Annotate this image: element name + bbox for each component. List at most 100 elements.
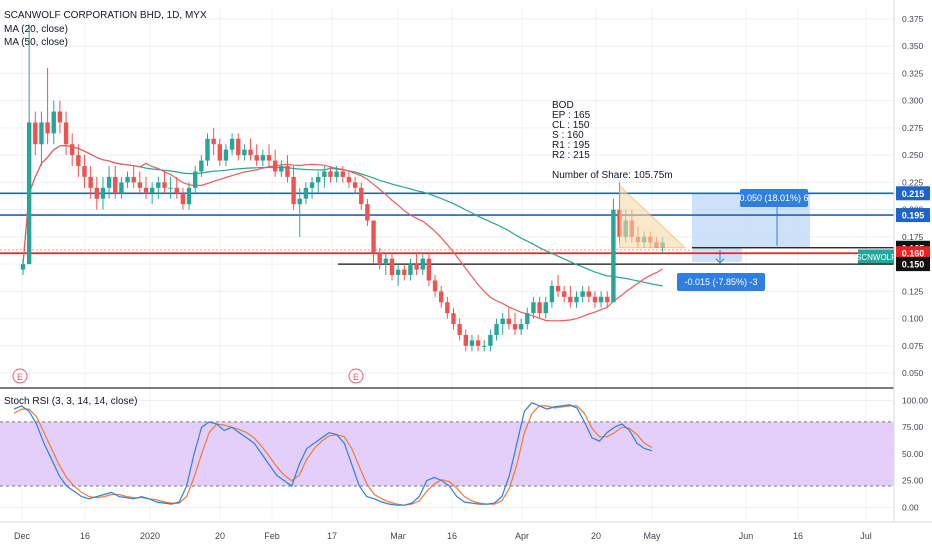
candle-body xyxy=(377,253,382,265)
candle-body xyxy=(100,187,106,199)
candle-body xyxy=(475,340,481,346)
short-position-label[interactable]: -0.015 (-7.85%) -3 xyxy=(677,273,765,291)
stoch-legend[interactable]: Stoch RSI (3, 3, 14, 14, close) xyxy=(4,396,137,407)
candle xyxy=(611,198,616,303)
candle-body xyxy=(420,258,425,270)
time-tick-label: 16 xyxy=(793,531,803,541)
earnings-marker[interactable]: E xyxy=(12,368,28,384)
price-tick-label: 0.275 xyxy=(902,123,924,133)
cutloss-price-tag-bg xyxy=(896,257,930,272)
time-tick-label: Jul xyxy=(860,531,872,541)
stoch-d-line xyxy=(13,405,653,506)
candle xyxy=(451,307,456,330)
candle xyxy=(162,171,167,194)
candle-body xyxy=(57,111,63,123)
candle xyxy=(334,166,339,183)
candle xyxy=(340,166,345,183)
candle-body xyxy=(463,334,468,346)
candle xyxy=(106,166,112,199)
short-target-zone[interactable] xyxy=(692,247,742,262)
candle-body xyxy=(451,313,456,325)
candle xyxy=(82,155,87,188)
candle-body xyxy=(543,302,548,314)
candle xyxy=(113,166,118,199)
candle-body xyxy=(586,291,591,297)
time-axis[interactable]: Dec 16 2020 20 Feb 17 Mar 16 Apr 20 May Jun 16 Jul xyxy=(14,531,872,541)
candle xyxy=(371,220,376,265)
candle xyxy=(254,144,259,167)
candle xyxy=(272,149,278,177)
candle xyxy=(131,166,136,188)
candle-body xyxy=(334,171,339,177)
time-tick-label: Feb xyxy=(264,531,280,541)
candle-body xyxy=(592,296,598,303)
candle-body xyxy=(383,258,389,265)
price-tick-label: 0.225 xyxy=(902,177,924,187)
candle xyxy=(395,264,401,286)
candle xyxy=(291,166,296,210)
candle-body xyxy=(562,291,567,297)
candle-body xyxy=(494,324,499,335)
candle xyxy=(156,176,161,199)
long-position-label[interactable]: 0.050 (18.01%) 6 xyxy=(739,189,809,207)
candle xyxy=(149,182,155,205)
candle-body xyxy=(143,187,149,194)
candle xyxy=(543,296,548,319)
stop-price-tag: 0.160 xyxy=(902,249,925,259)
candle xyxy=(475,334,481,352)
bod-line: R2 : 215 xyxy=(552,150,590,161)
candle xyxy=(174,176,179,199)
candle xyxy=(193,166,198,194)
candle xyxy=(549,280,555,308)
cutloss-price-tag: 0.150 xyxy=(902,260,925,270)
r1-price-tag-bg xyxy=(896,208,930,223)
candle xyxy=(39,111,44,167)
candle-body xyxy=(88,176,93,188)
candle xyxy=(432,275,438,297)
candle xyxy=(137,171,143,194)
candle-body xyxy=(33,122,38,145)
candle-body xyxy=(549,285,555,303)
candle-body xyxy=(211,138,216,145)
triangle-shape[interactable] xyxy=(619,184,687,249)
price-tick-label: 0.350 xyxy=(902,41,924,51)
long-position-text: 0.050 (18.01%) 6 xyxy=(739,193,808,203)
time-tick-label: Mar xyxy=(390,531,406,541)
candle xyxy=(586,285,591,303)
time-tick-label: May xyxy=(643,531,661,541)
candle xyxy=(100,176,106,210)
candle-body xyxy=(611,209,616,303)
time-tick-label: 20 xyxy=(591,531,601,541)
stoch-axis[interactable]: 100.00 75.00 50.00 25.00 0.00 xyxy=(902,396,928,513)
candle xyxy=(211,127,216,156)
candle-body xyxy=(371,220,376,254)
candle-body xyxy=(70,144,75,156)
ma50-legend[interactable]: MA (50, close) xyxy=(4,37,68,48)
candle-body xyxy=(279,166,284,172)
candle-body xyxy=(352,182,358,188)
candle xyxy=(506,307,512,330)
candle xyxy=(279,160,284,177)
candle-body xyxy=(568,296,573,303)
earnings-marker[interactable]: E xyxy=(348,368,364,384)
candle xyxy=(365,198,370,226)
triangle-pattern[interactable] xyxy=(619,184,687,249)
candle-body xyxy=(445,302,450,314)
candle xyxy=(389,253,395,281)
ma20-legend[interactable]: MA (20, close) xyxy=(4,24,68,35)
candle-body xyxy=(205,138,210,161)
price-tick-label: 0.050 xyxy=(902,368,924,378)
candle-body xyxy=(457,324,462,335)
bod-annotation[interactable]: BOD EP : 165 CL : 150 S : 160 R1 : 195 R… xyxy=(552,100,673,181)
candle-body xyxy=(272,160,278,172)
candle xyxy=(383,253,389,276)
candle-body xyxy=(248,149,253,156)
candle-body xyxy=(316,176,321,183)
candle-body xyxy=(168,187,173,189)
candle-body xyxy=(260,155,266,161)
candle-body xyxy=(340,171,345,177)
candle xyxy=(143,176,149,199)
ticker-tag: SCNWOLF xyxy=(856,253,896,262)
